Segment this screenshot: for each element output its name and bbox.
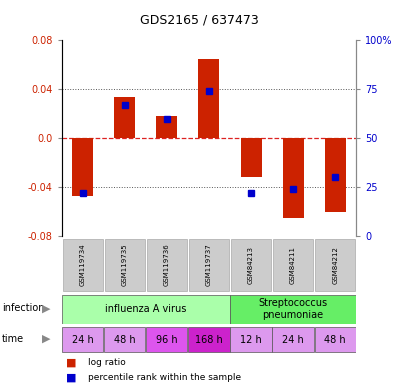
Text: time: time [2,334,24,344]
Text: ▶: ▶ [41,334,50,344]
Text: percentile rank within the sample: percentile rank within the sample [88,373,241,382]
Text: ■: ■ [66,358,80,368]
Text: 48 h: 48 h [324,335,346,345]
Bar [62,239,103,291]
Bar [62,295,230,324]
Bar [156,116,178,138]
Bar [147,239,187,291]
Bar [105,239,145,291]
Bar [188,327,230,353]
Bar [189,239,229,291]
Text: GSM119734: GSM119734 [80,243,86,286]
Bar [104,327,145,353]
Text: Streptococcus
pneumoniae: Streptococcus pneumoniae [259,298,328,320]
Bar [72,138,93,196]
Text: 24 h: 24 h [282,335,304,345]
Text: GSM119736: GSM119736 [164,243,170,286]
Text: log ratio: log ratio [88,358,125,367]
Text: ■: ■ [66,372,80,382]
Bar [273,327,314,353]
Bar [199,59,219,138]
Bar [231,239,271,291]
Text: GSM84212: GSM84212 [332,246,338,284]
Text: GSM119737: GSM119737 [206,243,212,286]
Text: GSM84211: GSM84211 [290,246,296,284]
Bar [146,327,187,353]
Text: infection: infection [2,303,45,313]
Text: 24 h: 24 h [72,335,94,345]
Bar [230,295,356,324]
Text: 168 h: 168 h [195,335,223,345]
Text: influenza A virus: influenza A virus [105,304,187,314]
Bar [273,239,313,291]
Text: 96 h: 96 h [156,335,178,345]
Text: GSM84213: GSM84213 [248,246,254,284]
Text: 48 h: 48 h [114,335,136,345]
Text: ▶: ▶ [41,303,50,313]
Bar [230,327,272,353]
Bar [62,327,103,353]
Text: GDS2165 / 637473: GDS2165 / 637473 [140,13,258,26]
Bar [325,138,346,212]
Bar [240,138,261,177]
Bar [314,327,356,353]
Bar [283,138,304,218]
Bar [114,97,135,138]
Text: GSM119735: GSM119735 [122,243,128,286]
Text: 12 h: 12 h [240,335,262,345]
Bar [315,239,355,291]
